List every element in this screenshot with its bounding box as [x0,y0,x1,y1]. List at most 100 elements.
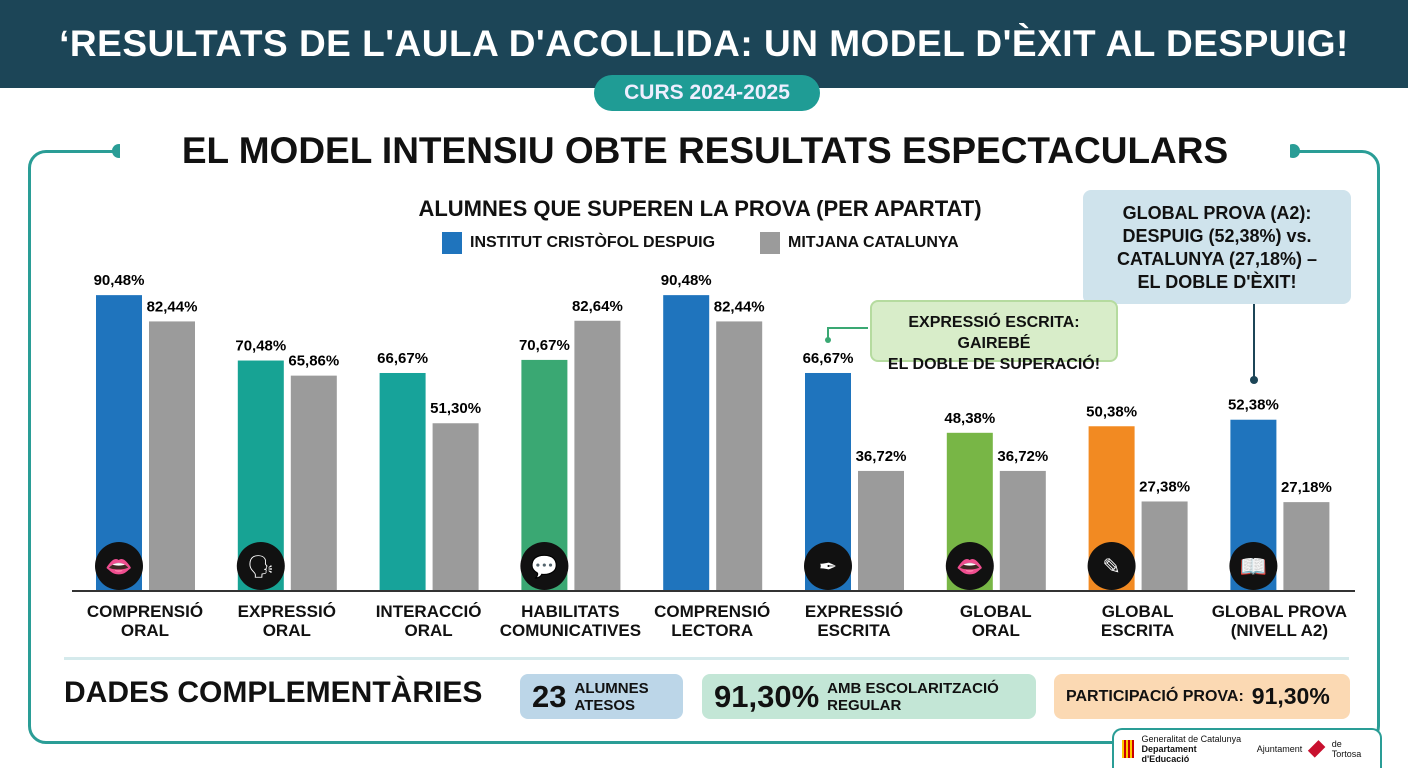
callout-connector-dot [825,337,831,343]
complementary-title: DADES COMPLEMENTÀRIES [64,676,483,709]
legend-item-catalunya: MITJANA CATALUNYA [760,232,959,254]
callout-connector [827,327,868,340]
legend-swatch [442,232,462,254]
participation-label: PARTICIPACIÓ PROVA: [1066,687,1244,705]
category-label-line: ORAL [404,621,453,640]
data-label: 50,38% [1086,403,1137,420]
category-label-line: HABILITATS [521,602,620,621]
speaking-head-icon [236,542,285,590]
book-icon [1229,542,1278,590]
pen-icon [804,542,852,590]
category-label-line: ORAL [262,621,311,640]
lips-icon-glyph: 👄 [956,554,983,579]
data-label: 70,48% [235,338,286,355]
category-label: COMPRENSIÓ LECTORA [632,602,792,640]
data-label: 82,44% [147,298,198,315]
speaking-head-icon-glyph: 🗣 [247,554,275,579]
ajuntament-label: Ajuntament [1256,744,1303,754]
gencat-name: Generalitat de Catalunya [1141,734,1242,744]
pencil-square-icon [1087,542,1136,590]
bar-catalunya [290,375,337,591]
data-label: 66,67% [803,350,854,367]
data-label: 27,38% [1139,478,1190,495]
speech-bubbles-icon [520,542,569,590]
data-label: 66,67% [377,350,428,367]
bar-despuig [96,295,142,591]
callout-line: GLOBAL PROVA (A2): [1122,203,1312,223]
category-label: GLOBAL PROVA (NIVELL A2) [1199,602,1359,640]
data-label: 82,44% [714,298,765,315]
footer-logos: Generalitat de Catalunya Departament d'Ed… [1112,728,1382,768]
data-label: 36,72% [997,448,1048,465]
bar-despuig [663,295,710,591]
lips-icon [945,542,994,590]
data-label: 65,86% [288,353,339,370]
lips-icon [95,542,143,590]
data-label: 70,67% [519,337,570,354]
gencat-dept: Departament d'Educació [1141,744,1197,764]
bar-catalunya [432,423,479,591]
category-label-line: COMPRENSIÓ [654,602,771,621]
data-label: 51,30% [430,400,481,417]
legend-label: INSTITUT CRISTÒFOL DESPUIG [470,234,716,251]
participation-value: 91,30% [1251,683,1330,709]
divider [64,657,1349,660]
course-badge: CURS 2024-2025 [594,75,820,111]
category-label-line: ESCRITA [1100,621,1175,640]
data-label: 27,18% [1281,479,1332,496]
escrita-callout: EXPRESSIÓ ESCRITA: GAIREBÉ EL DOBLE DE S… [870,300,1118,373]
participation-box: PARTICIPACIÓ PROVA: 91,30% [1054,674,1350,719]
data-label: 90,48% [661,272,712,289]
tortosa-shield-icon [1308,740,1326,758]
chart-title: ALUMNES QUE SUPEREN LA PROVA (PER APARTA… [418,196,982,221]
category-label-line: EXPRESSIÓ [804,602,904,621]
schooling-label: REGULAR [827,696,902,714]
category-label-line: LECTORA [671,621,754,640]
bar-despuig [379,372,426,591]
category-label-line: (NIVELL A2) [1230,621,1329,640]
pen-icon-glyph: ✒ [819,554,837,579]
category-label-line: ORAL [971,621,1020,640]
category-label: HABILITATS COMUNICATIVES [490,602,650,640]
bar-catalunya [716,321,763,591]
bar-catalunya [858,470,904,591]
legend-label: MITJANA CATALUNYA [788,234,959,251]
book-icon-glyph: 📖 [1240,554,1267,579]
category-label-line: EXPRESSIÓ [237,602,336,621]
category-label: GLOBAL ESCRITA [1058,602,1218,640]
legend-swatch [760,232,780,254]
schooling-value: 91,30% [714,678,820,714]
category-label-line: INTERACCIÓ [375,602,482,621]
category-label-line: GLOBAL [1101,602,1174,621]
category-label-line: GLOBAL [959,602,1032,621]
category-label: GLOBAL ORAL [916,602,1076,640]
category-label-line: GLOBAL PROVA [1211,602,1348,621]
data-label: 90,48% [94,272,145,289]
global-callout: GLOBAL PROVA (A2): DESPUIG (52,38%) vs. … [1083,190,1351,304]
callout-line: DESPUIG (52,38%) vs. [1122,226,1312,246]
callout-line: EL DOBLE D'ÈXIT! [1137,272,1297,292]
students-label: ATESOS [574,696,636,714]
data-label: 48,38% [944,410,995,427]
category-label: COMPRENSIÓ ORAL [65,602,225,640]
lips-icon-glyph: 👄 [105,554,132,579]
students-label: ALUMNES [574,679,649,697]
section-title: EL MODEL INTENSIU OBTE RESULTATS ESPECTA… [120,126,1290,176]
category-label-line: COMUNICATIVES [499,621,642,640]
bar-catalunya [574,320,621,591]
pencil-square-icon-glyph: ✎ [1102,554,1120,579]
callout-line: EL DOBLE DE SUPERACIÓ! [887,356,1101,373]
bar-catalunya [1283,502,1330,591]
bar-catalunya [1141,501,1188,591]
page-title: ‘RESULTATS DE L'AULA D'ACOLLIDA: UN MODE… [0,0,1408,88]
callout-line: EXPRESSIÓ ESCRITA: GAIREBÉ [908,314,1080,352]
category-label-line: COMPRENSIÓ [86,602,204,621]
bar-catalunya [999,470,1046,591]
data-label: 82,64% [572,298,623,315]
students-value: 23 [532,678,567,714]
callout-line: CATALUNYA (27,18%) – [1116,249,1318,269]
category-label: INTERACCIÓ ORAL [349,602,509,640]
bar-catalunya [149,321,195,591]
gencat-logo-icon [1122,740,1134,758]
